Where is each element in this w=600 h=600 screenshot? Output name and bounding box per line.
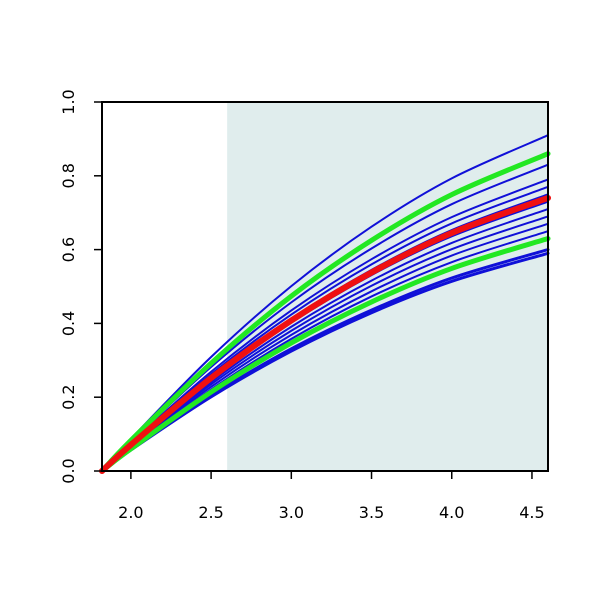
x-tick-label: 4.0 xyxy=(439,503,464,522)
x-tick-label: 3.5 xyxy=(359,503,384,522)
shaded-region xyxy=(227,102,548,471)
y-tick-label: 0.6 xyxy=(59,237,78,262)
x-tick-label: 2.0 xyxy=(118,503,143,522)
plot-frame xyxy=(101,101,549,472)
y-tick-label: 0.8 xyxy=(59,163,78,188)
series-line xyxy=(99,236,551,474)
y-tick-label: 1.0 xyxy=(59,89,78,114)
series-line xyxy=(99,151,551,474)
x-tick-label: 3.0 xyxy=(279,503,304,522)
x-tick-label: 2.5 xyxy=(198,503,223,522)
y-tick-label: 0.4 xyxy=(59,311,78,336)
series-line xyxy=(99,194,551,474)
x-tick-label: 4.5 xyxy=(519,503,544,522)
y-tick-label: 0.2 xyxy=(59,384,78,409)
y-tick-label: 0.0 xyxy=(59,458,78,483)
